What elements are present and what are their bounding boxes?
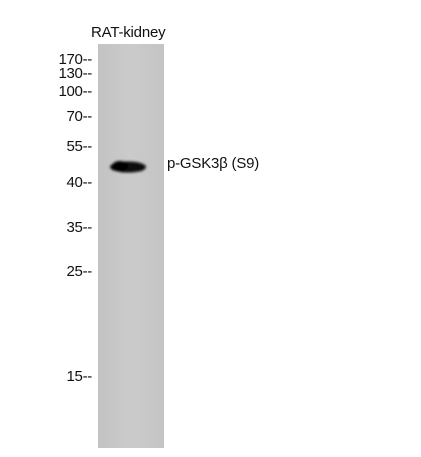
marker-tick: -- (82, 108, 93, 125)
marker-value: 130 (58, 65, 83, 82)
marker-tick: -- (82, 65, 93, 82)
blot-lane (98, 44, 164, 448)
marker-value: 100 (58, 83, 83, 100)
marker-170: 170-- (32, 51, 92, 68)
marker-value: 15 (66, 368, 83, 385)
marker-tick: -- (82, 83, 93, 100)
marker-tick: -- (82, 263, 93, 280)
marker-100: 100-- (32, 83, 92, 100)
marker-tick: -- (82, 368, 93, 385)
marker-tick: -- (82, 174, 93, 191)
marker-tick: -- (82, 138, 93, 155)
marker-tick: -- (82, 51, 93, 68)
marker-35: 35-- (32, 219, 93, 236)
marker-value: 25 (66, 263, 83, 280)
marker-value: 170 (58, 51, 83, 68)
marker-tick: -- (82, 219, 93, 236)
marker-70: 70-- (32, 108, 93, 125)
band-label: p-GSK3β (S9) (167, 155, 260, 172)
marker-value: 55 (66, 138, 83, 155)
marker-130: 130-- (32, 65, 92, 82)
marker-value: 40 (66, 174, 83, 191)
marker-40: 40-- (32, 174, 93, 191)
marker-15: 15-- (32, 368, 93, 385)
marker-value: 35 (66, 219, 83, 236)
sample-label: RAT-kidney (91, 24, 166, 41)
marker-value: 70 (66, 108, 83, 125)
marker-55: 55-- (32, 138, 93, 155)
marker-25: 25-- (32, 263, 93, 280)
protein-band (110, 161, 146, 173)
